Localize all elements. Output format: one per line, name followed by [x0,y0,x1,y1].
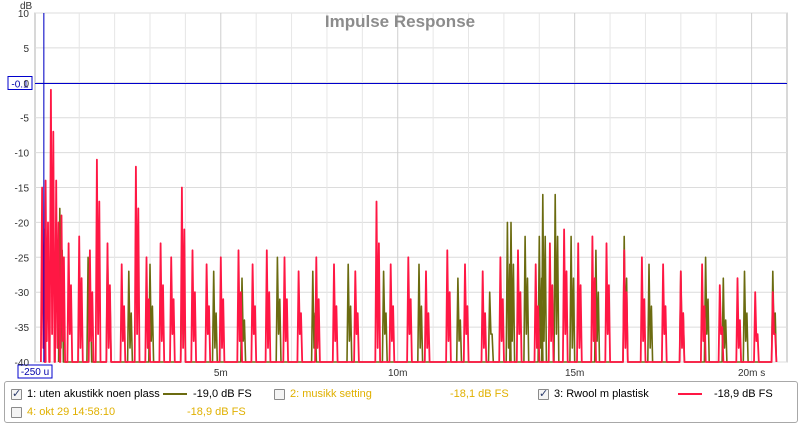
y-tick-label: -25 [15,253,30,264]
cursor-y-label: -0.1 [11,79,29,90]
series-layer [40,88,778,363]
legend-value-3: -18,9 dB FS [714,388,773,400]
legend-checkbox-3[interactable] [538,386,549,402]
y-tick-label: -15 [15,184,30,195]
y-tick-label: 5 [23,44,29,55]
cursor-y-box [7,75,33,90]
legend-label-1: 1: uten akustikk noen plass [27,388,160,400]
y-axis: 10 5 0 -5 -10 -15 -20 -25 -30 -35 -40 [15,9,30,369]
legend-value-1: -19,0 dB FS [193,388,252,400]
x-tick-label: 10m [388,368,407,379]
x-tick-label: 5m [214,368,228,379]
legend-item-1[interactable]: 1: uten akustikk noen plass -19,0 dB FS [11,386,261,402]
cursor-x-box [17,364,53,379]
legend-label-3: 3: Rwool m plastisk [554,388,649,400]
cursor-x-label: -250 u [21,367,49,378]
y-axis-label: dB [20,1,33,12]
legend-panel: 1: uten akustikk noen plass -19,0 dB FS … [4,381,798,423]
legend-item-3[interactable]: 3: Rwool m plastisk -18,9 dB FS [538,386,788,402]
impulse-response-chart: -0.1 -250 u 10 5 0 -5 -10 -15 -20 -25 -30 -35 -40 5… [7,1,788,379]
y-tick-label: 0 [23,79,29,90]
legend-swatch-3 [678,393,702,395]
chart-title: Impulse Response [325,12,475,31]
y-tick-label: -5 [20,114,29,125]
x-tick-label: 20m s [738,368,765,379]
legend-checkbox-2[interactable] [274,389,285,400]
legend-value-4: -18,9 dB FS [187,406,246,418]
x-axis: 5m 10m 15m 20m s [214,368,765,379]
legend-label-2: 2: musikk setting [290,388,372,400]
y-tick-label: -20 [15,218,30,229]
legend-item-4[interactable]: 4: okt 29 14:58:10 -18,9 dB FS [11,404,261,420]
y-tick-label: -35 [15,323,30,334]
x-tick-label: 15m [565,368,584,379]
y-tick-label: 10 [18,9,30,20]
y-tick-label: -10 [15,149,30,160]
legend-item-2[interactable]: 2: musikk setting -18,1 dB FS [274,386,524,402]
y-tick-label: -30 [15,288,30,299]
legend-swatch-1 [163,393,187,395]
y-tick-label: -40 [15,358,30,369]
legend-checkbox-4[interactable] [11,407,22,418]
legend-label-4: 4: okt 29 14:58:10 [27,406,116,418]
series-line-2 [40,88,778,363]
cursor-layer: -0.1 -250 u [7,13,787,379]
legend-checkbox-1[interactable] [11,386,22,402]
legend-value-2: -18,1 dB FS [450,388,509,400]
